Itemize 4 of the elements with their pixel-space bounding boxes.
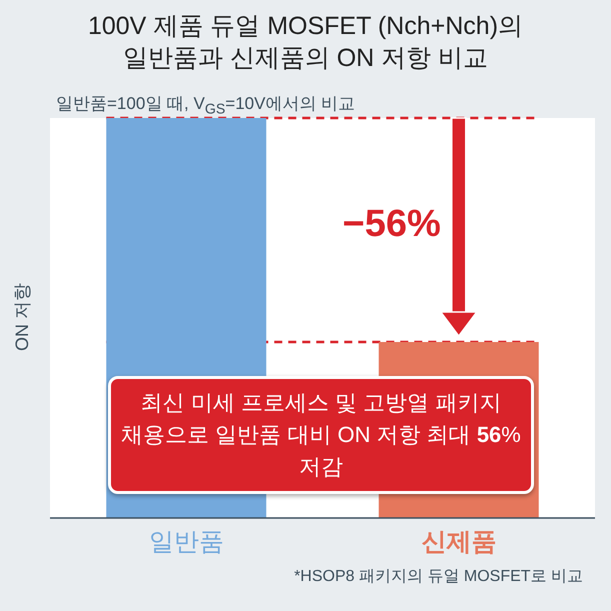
ylabel: ON 저항: [11, 282, 33, 354]
title: 100V 제품 듀얼 MOSFET (Nch+Nch)의 일반품과 신제품의 ON 저항 비교: [86, 11, 524, 74]
annotation: −56%: [342, 203, 441, 246]
subtitle: 일반품=100일 때, V$_{GS}$=10V에서의 비교: [56, 93, 356, 118]
